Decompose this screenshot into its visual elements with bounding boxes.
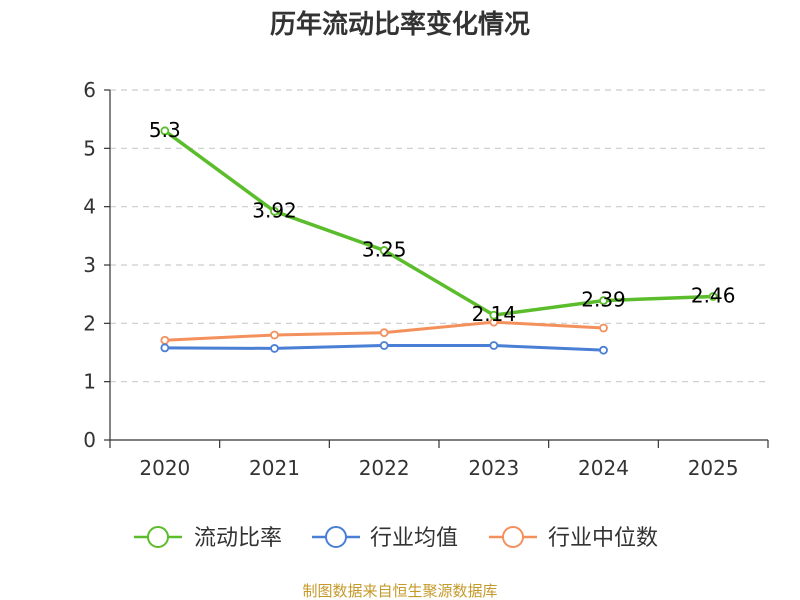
x-tick-label: 2024 [578,456,629,480]
x-tick-label: 2023 [468,456,519,480]
legend-item-2[interactable]: 行业中位数 [489,526,658,551]
series-2 [160,317,608,345]
x-tick-label: 2022 [359,456,410,480]
y-tick-label: 5 [83,136,96,160]
data-point [379,341,389,350]
y-tick-label: 6 [83,78,96,102]
legend-label: 行业中位数 [548,526,658,551]
legend-marker [147,526,169,548]
data-point [599,296,608,305]
data-labels: 5.3 3.92 3.25 2.14 2.39 2.46 [149,118,736,326]
legend-marker [502,526,524,548]
data-point [599,345,608,355]
data-label: 3.92 [252,198,297,222]
data-point [160,335,170,345]
series-line [163,129,715,317]
data-point [270,330,279,340]
data-point [379,246,389,255]
data-point [599,323,608,333]
data-label: 3.25 [362,237,407,261]
series-1 [160,341,608,355]
data-label: 2.14 [472,302,517,326]
data-label: 2.39 [581,288,626,312]
data-point [708,292,718,301]
legend-item-1[interactable]: 行业均值 [312,526,458,551]
data-point [270,344,279,353]
x-tick-label: 2021 [249,456,300,480]
y-tick-label: 3 [83,253,96,277]
x-axis: 2020 2021 2022 2023 2024 2025 [109,439,769,480]
chart-title: 历年流动比率变化情况 [270,9,530,40]
series-group [160,126,718,355]
data-point [270,206,279,216]
y-tick-label: 1 [83,370,96,394]
data-label: 2.46 [691,284,736,308]
y-tick-label: 0 [83,428,96,452]
data-point [379,328,389,338]
x-tick-label: 2020 [139,456,190,480]
y-tick-label: 2 [83,311,96,335]
data-point [160,126,170,136]
series-0 [160,126,718,320]
y-axis: 0 1 2 3 4 5 6 [83,78,111,452]
data-label: 5.3 [149,118,181,142]
legend-label: 流动比率 [194,526,282,551]
y-tick-label: 4 [83,195,96,219]
legend-item-0[interactable]: 流动比率 [134,526,282,551]
legend-label: 行业均值 [370,526,458,551]
data-point [489,310,499,320]
source-note: 制图数据来自恒生聚源数据库 [302,582,497,600]
legend[interactable]: 流动比率 行业均值 行业中位数 [134,526,658,551]
data-point [160,343,170,353]
data-point [489,341,499,350]
x-tick-label: 2025 [688,456,739,480]
legend-marker [325,526,347,548]
